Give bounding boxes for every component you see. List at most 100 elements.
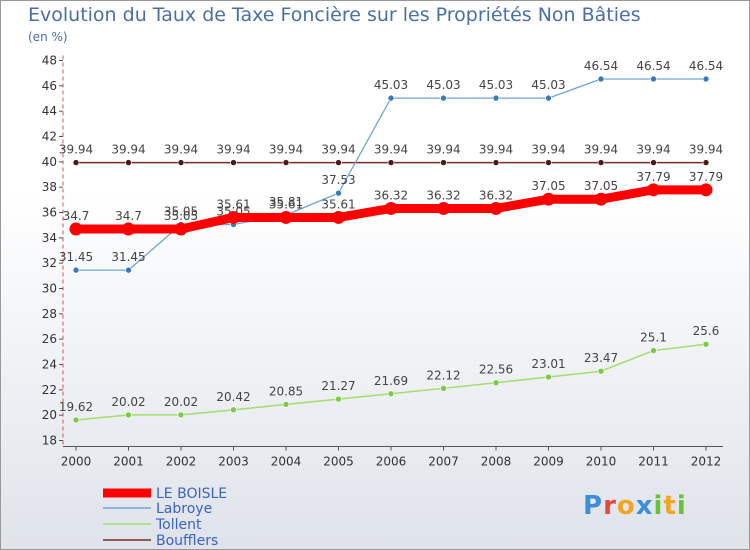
- data-label: 37.53: [321, 173, 355, 187]
- data-label: 36.32: [479, 188, 513, 202]
- data-label: 36.32: [426, 188, 460, 202]
- data-label: 39.94: [426, 143, 460, 157]
- data-label: 35.61: [269, 197, 303, 211]
- y-tick-label: 38: [42, 180, 57, 194]
- data-point: [227, 210, 240, 224]
- data-point: [492, 379, 500, 387]
- data-point: [335, 159, 342, 166]
- data-point: [384, 201, 398, 215]
- data-label: 39.94: [479, 143, 513, 157]
- data-point: [282, 159, 290, 166]
- data-label: 45.03: [374, 78, 408, 92]
- data-point: [440, 94, 447, 102]
- data-point: [387, 390, 395, 398]
- data-point: [702, 159, 710, 166]
- y-tick-label: 30: [42, 282, 57, 296]
- data-label: 35.61: [321, 197, 355, 211]
- data-point: [387, 94, 395, 102]
- data-label: 23.01: [531, 357, 565, 371]
- legend-label: LE BOISLE: [156, 486, 227, 502]
- data-point: [702, 75, 710, 83]
- x-tick-label: 2011: [638, 455, 669, 469]
- data-label: 46.54: [584, 59, 618, 73]
- x-tick-label: 2008: [481, 455, 512, 469]
- data-point: [440, 385, 447, 392]
- data-label: 45.03: [531, 78, 565, 92]
- data-point: [492, 159, 500, 166]
- data-label: 35.61: [216, 197, 250, 211]
- data-point: [650, 347, 657, 354]
- data-label: 21.27: [321, 379, 355, 393]
- data-point: [174, 222, 188, 236]
- data-point: [125, 411, 132, 419]
- y-tick-label: 18: [42, 434, 57, 448]
- data-point: [597, 75, 605, 83]
- data-label: 34.7: [63, 209, 90, 223]
- data-label: 39.94: [636, 143, 670, 157]
- data-label: 21.69: [374, 374, 408, 388]
- data-label: 39.94: [689, 143, 723, 157]
- data-label: 25.1: [640, 331, 667, 345]
- y-tick-label: 42: [42, 130, 57, 144]
- series-le-boisle: 34.7 34.7 35.05 35.61 35.61 35.61 36.32 36.32 36…: [63, 170, 723, 236]
- data-label: 46.54: [689, 59, 723, 73]
- data-label: 31.45: [111, 250, 145, 264]
- data-label: 37.05: [584, 179, 618, 193]
- data-point: [647, 183, 660, 197]
- data-point: [122, 222, 135, 236]
- data-point: [440, 159, 447, 166]
- x-tick-label: 2001: [113, 455, 144, 469]
- y-tick-label: 22: [42, 383, 57, 397]
- x-tick-label: 2010: [586, 455, 617, 469]
- legend-item: Boufflers: [103, 533, 218, 549]
- unit-label: (en %): [28, 30, 68, 44]
- data-point: [597, 159, 605, 166]
- x-tick-label: 2012: [691, 455, 722, 469]
- data-label: 39.94: [584, 143, 618, 157]
- data-label: 46.54: [636, 59, 670, 73]
- y-tick-label: 24: [42, 358, 57, 372]
- data-label: 39.94: [374, 143, 408, 157]
- data-label: 22.56: [479, 363, 513, 377]
- data-label: 25.6: [693, 324, 720, 338]
- data-point: [542, 192, 555, 206]
- data-point: [594, 192, 608, 206]
- data-point: [279, 210, 293, 224]
- data-point: [230, 406, 237, 414]
- y-tick-label: 26: [42, 332, 57, 346]
- data-label: 39.94: [321, 143, 355, 157]
- data-label: 39.94: [216, 143, 250, 157]
- y-tick-label: 20: [42, 408, 57, 422]
- data-label: 39.94: [531, 143, 565, 157]
- data-label: 35.05: [164, 209, 198, 223]
- data-label: 23.47: [584, 351, 618, 365]
- data-point: [545, 373, 552, 381]
- x-tick-label: 2000: [61, 455, 92, 469]
- data-label: 31.45: [59, 250, 93, 264]
- data-label: 39.94: [164, 143, 198, 157]
- data-label: 36.32: [374, 188, 408, 202]
- series-layer: 39.94 39.94 39.94 39.94 39.94 39.94 39.94 39.94…: [59, 59, 723, 424]
- data-point: [69, 222, 83, 236]
- data-point: [72, 159, 80, 166]
- data-point: [230, 159, 237, 166]
- legend-item: Labroye: [103, 501, 212, 517]
- data-point: [177, 411, 185, 419]
- data-point: [437, 201, 450, 215]
- chart-title: Evolution du Taux de Taxe Foncière sur l…: [28, 4, 641, 26]
- data-point: [335, 395, 342, 403]
- legend-label: Boufflers: [156, 533, 218, 549]
- data-label: 34.7: [115, 209, 142, 223]
- data-point: [545, 94, 552, 102]
- y-tick-label: 44: [42, 104, 57, 118]
- x-tick-label: 2009: [533, 455, 564, 469]
- series-boufflers: 39.94 39.94 39.94 39.94 39.94 39.94 39.94 39.94…: [59, 143, 723, 166]
- data-label: 19.62: [59, 400, 93, 414]
- data-label: 37.05: [531, 179, 565, 193]
- data-point: [282, 401, 290, 408]
- data-label: 39.94: [269, 143, 303, 157]
